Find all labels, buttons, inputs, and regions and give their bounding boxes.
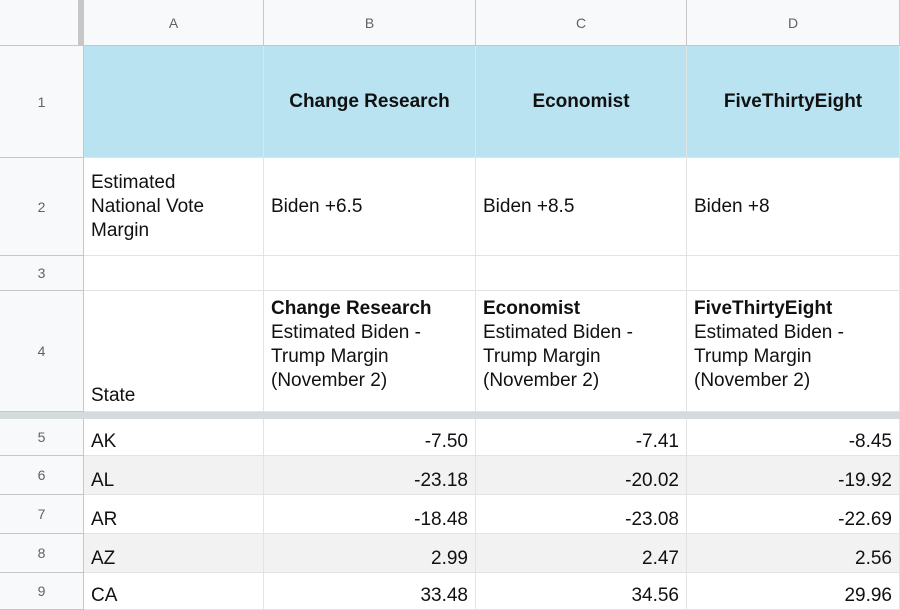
cell-c5[interactable]: -7.41 xyxy=(476,419,687,456)
row-header-7[interactable]: 7 xyxy=(0,495,84,534)
column-c-description: Estimated Biden - Trump Margin (November… xyxy=(483,322,633,391)
cell-c1[interactable]: Economist xyxy=(476,46,687,158)
cell-b8[interactable]: 2.99 xyxy=(264,534,476,573)
row-header-4[interactable]: 4 xyxy=(0,291,84,412)
cell-d9[interactable]: 29.96 xyxy=(687,573,900,610)
cell-d2[interactable]: Biden +8 xyxy=(687,158,900,256)
cell-a3[interactable] xyxy=(84,256,264,291)
column-header-b[interactable]: B xyxy=(264,0,476,46)
cell-a9[interactable]: CA xyxy=(84,573,264,610)
cell-c8[interactable]: 2.47 xyxy=(476,534,687,573)
cell-d4[interactable]: FiveThirtyEight Estimated Biden - Trump … xyxy=(687,291,900,412)
row-header-3[interactable]: 3 xyxy=(0,256,84,291)
cell-b1[interactable]: Change Research xyxy=(264,46,476,158)
cell-b3[interactable] xyxy=(264,256,476,291)
cell-c7[interactable]: -23.08 xyxy=(476,495,687,534)
cell-a8[interactable]: AZ xyxy=(84,534,264,573)
row-header-5[interactable]: 5 xyxy=(0,419,84,456)
cell-c3[interactable] xyxy=(476,256,687,291)
cell-d1[interactable]: FiveThirtyEight xyxy=(687,46,900,158)
column-d-description: Estimated Biden - Trump Margin (November… xyxy=(694,322,844,391)
cell-c4[interactable]: Economist Estimated Biden - Trump Margin… xyxy=(476,291,687,412)
column-header-c[interactable]: C xyxy=(476,0,687,46)
cell-c2[interactable]: Biden +8.5 xyxy=(476,158,687,256)
column-d-source: FiveThirtyEight xyxy=(694,298,833,319)
row-header-2[interactable]: 2 xyxy=(0,158,84,256)
row-header-8[interactable]: 8 xyxy=(0,534,84,573)
frozen-column-divider[interactable] xyxy=(78,0,84,46)
row-header-1[interactable]: 1 xyxy=(0,46,84,158)
select-all-corner[interactable] xyxy=(0,0,84,46)
row-header-9[interactable]: 9 xyxy=(0,573,84,610)
row-header-6[interactable]: 6 xyxy=(0,456,84,495)
national-margin-label: Estimated National Vote Margin xyxy=(91,171,205,241)
frozen-row-divider[interactable] xyxy=(0,412,900,419)
cell-a2[interactable]: Estimated National Vote Margin xyxy=(84,158,264,256)
cell-a4[interactable]: State xyxy=(84,291,264,412)
column-header-a[interactable]: A xyxy=(84,0,264,46)
cell-b4[interactable]: Change Research Estimated Biden - Trump … xyxy=(264,291,476,412)
cell-b6[interactable]: -23.18 xyxy=(264,456,476,495)
cell-d3[interactable] xyxy=(687,256,900,291)
cell-a6[interactable]: AL xyxy=(84,456,264,495)
column-b-description: Estimated Biden - Trump Margin (November… xyxy=(271,322,421,391)
cell-b9[interactable]: 33.48 xyxy=(264,573,476,610)
cell-c9[interactable]: 34.56 xyxy=(476,573,687,610)
column-b-source: Change Research xyxy=(271,298,432,319)
column-header-d[interactable]: D xyxy=(687,0,900,46)
cell-d6[interactable]: -19.92 xyxy=(687,456,900,495)
cell-a5[interactable]: AK xyxy=(84,419,264,456)
cell-d8[interactable]: 2.56 xyxy=(687,534,900,573)
cell-a1[interactable] xyxy=(84,46,264,158)
cell-b5[interactable]: -7.50 xyxy=(264,419,476,456)
column-c-source: Economist xyxy=(483,298,581,319)
cell-d5[interactable]: -8.45 xyxy=(687,419,900,456)
cell-a7[interactable]: AR xyxy=(84,495,264,534)
cell-c6[interactable]: -20.02 xyxy=(476,456,687,495)
cell-d7[interactable]: -22.69 xyxy=(687,495,900,534)
cell-b7[interactable]: -18.48 xyxy=(264,495,476,534)
cell-b2[interactable]: Biden +6.5 xyxy=(264,158,476,256)
